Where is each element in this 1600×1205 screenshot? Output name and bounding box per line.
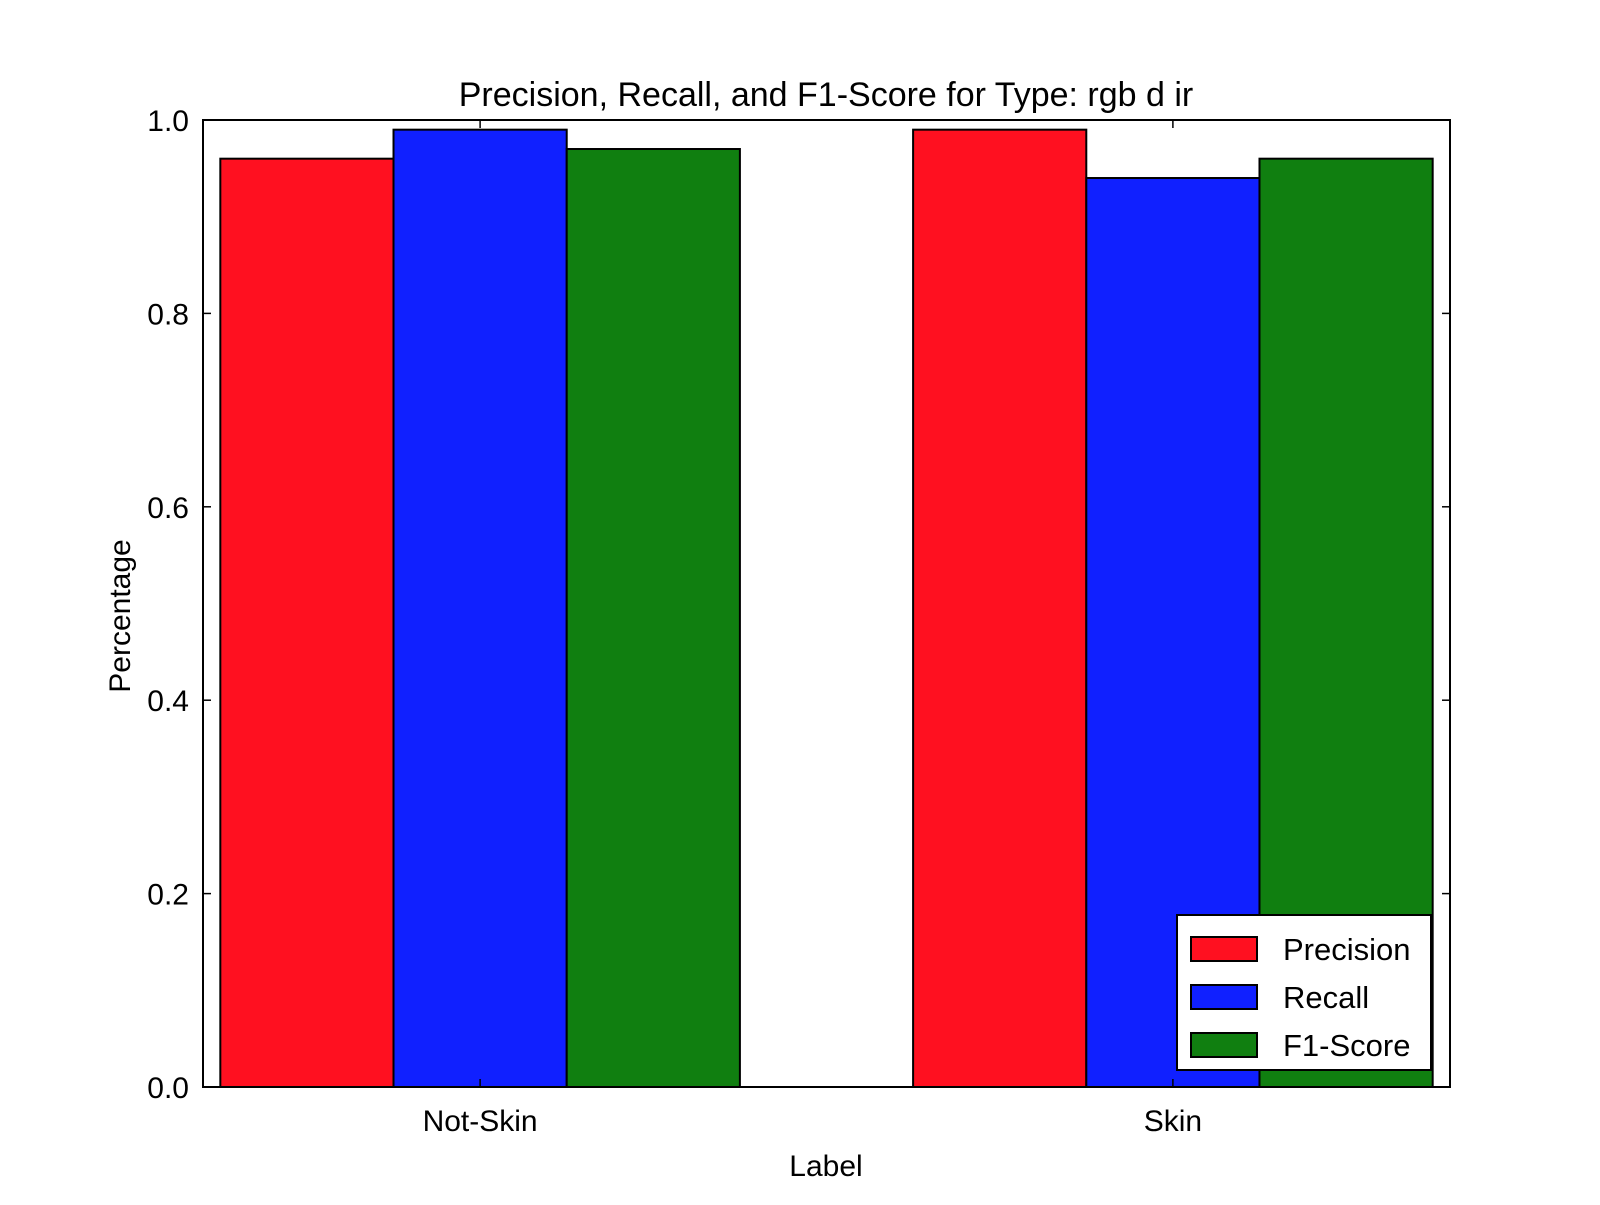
y-axis-label: Percentage	[104, 539, 137, 692]
legend-label: Recall	[1283, 980, 1369, 1015]
x-tick-label: Skin	[1144, 1105, 1202, 1138]
y-tick-label: 0.6	[147, 492, 189, 525]
bar-precision-not-skin	[219, 157, 395, 1088]
y-tick-label: 0.0	[147, 1072, 189, 1105]
bar-recall-not-skin	[392, 128, 568, 1089]
legend-swatch	[1190, 1032, 1258, 1058]
chart-title: Precision, Recall, and F1-Score for Type…	[459, 76, 1193, 114]
legend-label: F1-Score	[1283, 1028, 1410, 1063]
y-tick-label: 1.0	[147, 105, 189, 138]
y-tick-label: 0.8	[147, 298, 189, 331]
ticks-layer: 0.0 0.2 0.4 0.6 0.8 1.0 Not-Skin Skin	[147, 105, 1450, 1138]
legend-swatch	[1190, 984, 1258, 1010]
bar-f1-score-not-skin	[565, 148, 741, 1088]
y-tick-label: 0.2	[147, 879, 189, 912]
legend: Precision Recall F1-Score	[1176, 914, 1432, 1071]
legend-swatch	[1190, 936, 1258, 962]
legend-label: Precision	[1283, 932, 1411, 967]
bar-precision-skin	[912, 128, 1088, 1089]
x-axis-label: Label	[789, 1150, 862, 1183]
x-tick-label: Not-Skin	[423, 1105, 538, 1138]
y-tick-label: 0.4	[147, 685, 189, 718]
plot-area-frame	[202, 119, 1451, 1088]
